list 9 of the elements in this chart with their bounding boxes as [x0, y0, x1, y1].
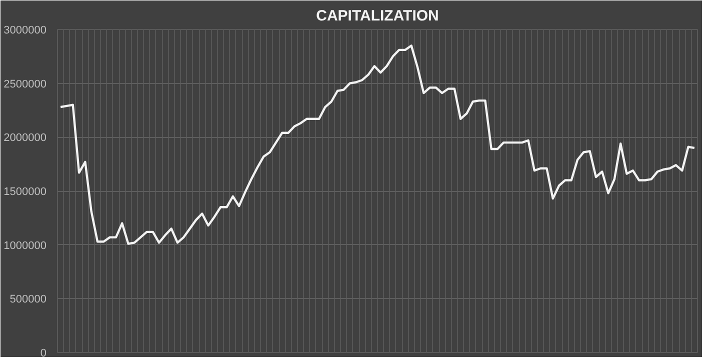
chart-title: CAPITALIZATION [316, 8, 439, 24]
y-tick-label: 1000000 [4, 240, 47, 252]
line-series [59, 44, 696, 245]
y-tick-label: 1500000 [4, 186, 47, 198]
y-tick-label: 2500000 [4, 78, 47, 90]
y-tick-label: 0 [40, 348, 47, 359]
y-tick-label: 2000000 [4, 132, 47, 144]
y-tick-label: 3000000 [4, 24, 47, 36]
y-tick-label: 500000 [10, 294, 47, 306]
